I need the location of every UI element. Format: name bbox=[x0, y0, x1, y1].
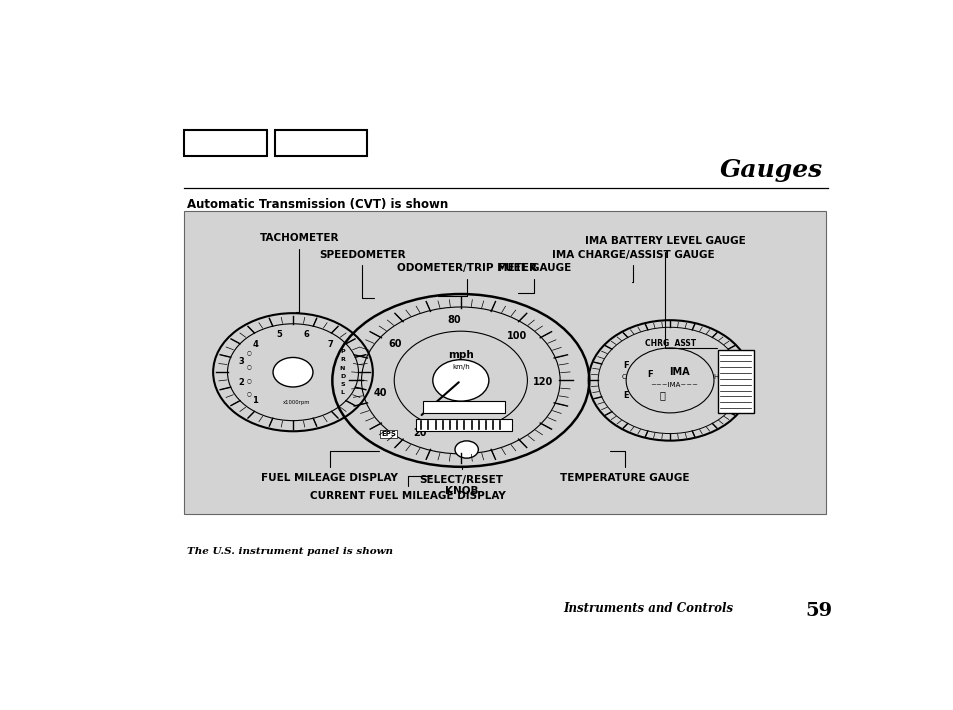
Text: The U.S. instrument panel is shown: The U.S. instrument panel is shown bbox=[187, 547, 393, 556]
Text: SPEEDOMETER: SPEEDOMETER bbox=[318, 250, 405, 298]
Text: EPS: EPS bbox=[380, 431, 395, 437]
Text: 2: 2 bbox=[238, 378, 244, 387]
Text: 4: 4 bbox=[252, 340, 258, 349]
Text: F: F bbox=[622, 361, 628, 370]
Text: 80: 80 bbox=[446, 315, 460, 325]
Text: ~~~IMA~~~: ~~~IMA~~~ bbox=[649, 382, 698, 388]
Text: S: S bbox=[340, 382, 344, 387]
Text: FUEL MILEAGE DISPLAY: FUEL MILEAGE DISPLAY bbox=[261, 452, 397, 483]
Text: ○: ○ bbox=[247, 392, 252, 397]
Text: IMA: IMA bbox=[669, 366, 689, 376]
Text: 6: 6 bbox=[304, 329, 310, 339]
Text: km/h: km/h bbox=[452, 364, 469, 371]
Text: 100: 100 bbox=[506, 332, 526, 342]
Text: 40: 40 bbox=[374, 388, 387, 398]
Text: L: L bbox=[340, 391, 344, 395]
Text: H: H bbox=[713, 374, 719, 381]
Text: N: N bbox=[339, 366, 345, 371]
Text: ODOMETER/TRIP METER: ODOMETER/TRIP METER bbox=[396, 263, 536, 295]
Text: 3: 3 bbox=[238, 357, 244, 366]
Bar bbox=[184, 211, 825, 514]
Text: D: D bbox=[339, 374, 345, 379]
Text: P: P bbox=[340, 349, 344, 354]
Text: F: F bbox=[647, 370, 652, 379]
Text: 1: 1 bbox=[252, 395, 258, 405]
Text: TACHOMETER: TACHOMETER bbox=[259, 234, 339, 312]
Text: TRIP: TRIP bbox=[480, 405, 493, 410]
Text: C: C bbox=[620, 374, 625, 381]
Text: 20: 20 bbox=[413, 428, 426, 438]
Bar bbox=[184, 130, 267, 156]
Text: mph: mph bbox=[448, 349, 474, 359]
Text: TEMPERATURE GAUGE: TEMPERATURE GAUGE bbox=[559, 452, 689, 483]
Bar bbox=[718, 350, 753, 413]
Text: 5: 5 bbox=[276, 329, 282, 339]
Text: 🚗: 🚗 bbox=[659, 391, 664, 400]
Text: x1000rpm: x1000rpm bbox=[283, 400, 310, 405]
Text: 59: 59 bbox=[804, 602, 832, 620]
Text: SELECT/RESET
KNOB: SELECT/RESET KNOB bbox=[419, 466, 503, 496]
Text: IMA CHARGE/ASSIST GAUGE: IMA CHARGE/ASSIST GAUGE bbox=[551, 250, 714, 282]
Circle shape bbox=[433, 360, 488, 401]
Text: Automatic Transmission (CVT) is shown: Automatic Transmission (CVT) is shown bbox=[187, 198, 448, 212]
Circle shape bbox=[273, 357, 313, 387]
Text: ○: ○ bbox=[247, 378, 252, 383]
Text: ○: ○ bbox=[247, 351, 252, 356]
Text: Instruments and Controls: Instruments and Controls bbox=[562, 602, 732, 615]
Text: E: E bbox=[622, 391, 628, 400]
Text: 1880.0: 1880.0 bbox=[443, 403, 471, 412]
Text: 120: 120 bbox=[532, 377, 552, 387]
Text: 7: 7 bbox=[328, 340, 334, 349]
Bar bbox=[416, 420, 512, 430]
Text: Gauges: Gauges bbox=[720, 158, 822, 182]
Text: ○: ○ bbox=[247, 364, 252, 369]
Circle shape bbox=[455, 441, 477, 458]
Text: CURRENT FUEL MILEAGE DISPLAY: CURRENT FUEL MILEAGE DISPLAY bbox=[310, 476, 505, 501]
Text: 60: 60 bbox=[388, 339, 401, 349]
Text: R: R bbox=[339, 357, 345, 362]
Text: CHRG  ASST: CHRG ASST bbox=[644, 339, 695, 349]
Text: IMA BATTERY LEVEL GAUGE: IMA BATTERY LEVEL GAUGE bbox=[584, 236, 745, 348]
Text: FUEL GAUGE: FUEL GAUGE bbox=[497, 263, 571, 293]
Bar bbox=[274, 130, 367, 156]
Bar bbox=[423, 401, 505, 413]
